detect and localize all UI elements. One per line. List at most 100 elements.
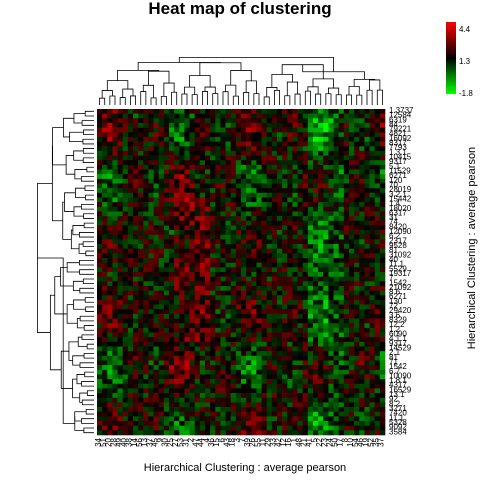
heatmap-cell xyxy=(127,281,134,287)
heatmap-cell xyxy=(148,397,154,403)
heatmap-cell xyxy=(354,388,360,394)
heatmap-cell xyxy=(97,393,103,399)
heatmap-cell xyxy=(333,183,340,189)
dendrogram-branch xyxy=(73,113,86,124)
heatmap-cell xyxy=(153,183,160,189)
heatmap-cell xyxy=(122,304,129,310)
heatmap-cell xyxy=(241,253,247,259)
heatmap-cell xyxy=(374,327,381,333)
heatmap-cell xyxy=(343,220,350,226)
heatmap-cell xyxy=(199,430,206,436)
heatmap-cell xyxy=(338,127,345,133)
heatmap-cell xyxy=(189,202,196,208)
heatmap-cell xyxy=(133,220,139,226)
heatmap-cell xyxy=(287,146,293,152)
column-label: 42 xyxy=(274,437,283,446)
heatmap-cell xyxy=(271,332,278,338)
heatmap-cell xyxy=(338,281,345,287)
heatmap-cell xyxy=(107,309,113,315)
heatmap-cell xyxy=(122,155,129,161)
heatmap-cell xyxy=(241,383,247,389)
heatmap-cell xyxy=(194,337,201,343)
column-label: 54 xyxy=(351,437,360,446)
heatmap-cell xyxy=(338,234,345,240)
heatmap-cell xyxy=(163,253,170,259)
heatmap-cell xyxy=(117,369,124,375)
heatmap-cell xyxy=(220,332,226,338)
heatmap-cell xyxy=(148,351,154,357)
heatmap-cell xyxy=(266,365,273,371)
heatmap-cell xyxy=(194,253,201,259)
heatmap-cell xyxy=(241,160,247,166)
heatmap-cell xyxy=(97,416,103,422)
heatmap-cell xyxy=(127,188,134,194)
heatmap-cell xyxy=(174,206,180,212)
heatmap-cell xyxy=(235,239,242,245)
heatmap-cell xyxy=(148,318,154,324)
heatmap-cell xyxy=(184,202,190,208)
heatmap-cell xyxy=(338,318,345,324)
heatmap-cell xyxy=(369,183,376,189)
heatmap-cell xyxy=(235,192,242,198)
row-label: 9528 xyxy=(389,241,407,250)
heatmap-cell xyxy=(297,421,304,426)
heatmap-cell xyxy=(241,230,247,236)
heatmap-cell xyxy=(235,281,242,287)
heatmap-cell xyxy=(277,318,283,324)
dendrogram-branch xyxy=(84,185,94,191)
dendrogram-branch xyxy=(66,304,78,324)
heatmap-cell xyxy=(349,113,355,119)
heatmap-cell xyxy=(117,169,124,175)
heatmap-cell xyxy=(163,374,170,380)
heatmap-cell xyxy=(318,234,324,240)
heatmap-cell xyxy=(225,365,232,371)
heatmap-cell xyxy=(313,360,319,366)
heatmap-cell xyxy=(246,220,252,226)
dendrogram-branch xyxy=(150,97,157,105)
heatmap-cell xyxy=(338,146,345,152)
heatmap-cell xyxy=(215,244,221,250)
heatmap-cell xyxy=(313,374,319,380)
heatmap-cell xyxy=(210,346,216,352)
heatmap-cell xyxy=(246,285,252,291)
row-label: 6317 xyxy=(389,208,407,217)
heatmap-cell xyxy=(199,360,206,366)
heatmap-cell xyxy=(189,318,196,324)
heatmap-cell xyxy=(343,407,350,413)
heatmap-cell xyxy=(220,327,226,333)
row-label: 70 xyxy=(389,180,398,189)
heatmap-cell xyxy=(215,323,221,329)
heatmap-cell xyxy=(282,127,288,133)
heatmap-cell xyxy=(235,397,242,403)
heatmap-cell xyxy=(318,239,324,245)
heatmap-cell xyxy=(307,244,314,250)
heatmap-cell xyxy=(235,295,242,301)
heatmap-cell xyxy=(292,216,298,222)
heatmap-cell xyxy=(189,272,196,277)
heatmap-cell xyxy=(251,206,257,212)
heatmap-cell xyxy=(127,295,134,301)
heatmap-cell xyxy=(215,146,221,152)
heatmap-cell xyxy=(235,318,242,324)
heatmap-cell xyxy=(241,309,247,315)
heatmap-cell xyxy=(102,430,108,436)
heatmap-cell xyxy=(292,327,298,333)
heatmap-cell xyxy=(153,188,160,194)
heatmap-cell xyxy=(163,258,170,263)
heatmap-cell xyxy=(220,118,226,124)
heatmap-cell xyxy=(138,346,144,352)
heatmap-cell xyxy=(379,211,386,217)
heatmap-cell xyxy=(235,155,242,161)
heatmap-cell xyxy=(189,337,196,343)
heatmap-cell xyxy=(184,169,190,175)
heatmap-cell xyxy=(328,220,334,226)
heatmap-cell xyxy=(194,122,201,128)
heatmap-cell xyxy=(163,216,170,222)
heatmap-cell xyxy=(364,136,370,142)
heatmap-cell xyxy=(277,141,283,147)
heatmap-cell xyxy=(297,379,304,385)
heatmap-cell xyxy=(143,346,149,352)
heatmap-cell xyxy=(241,295,247,301)
heatmap-cell xyxy=(354,290,360,296)
heatmap-cell xyxy=(235,150,242,156)
